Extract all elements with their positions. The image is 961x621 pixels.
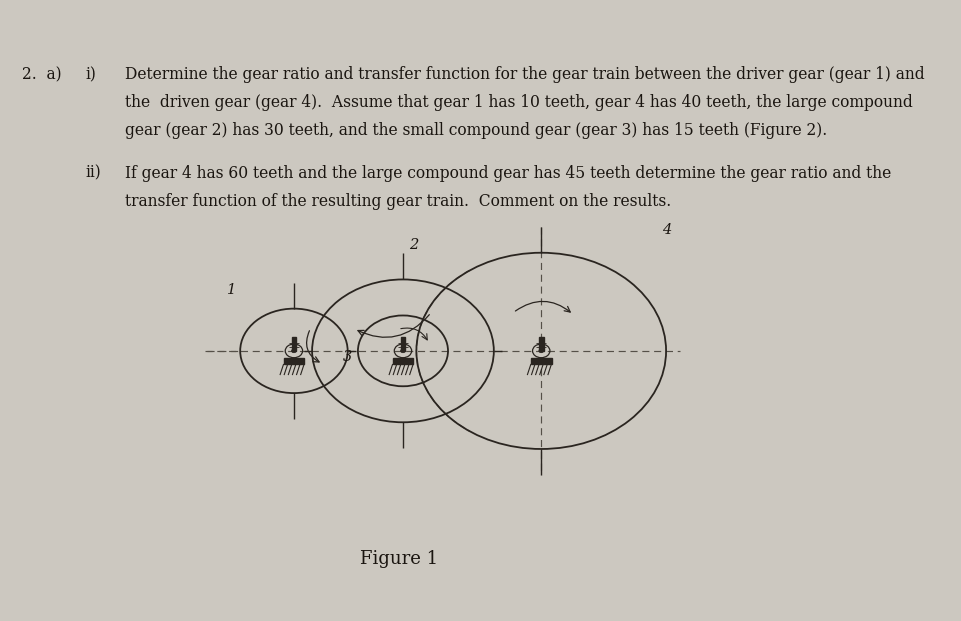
Text: Determine the gear ratio and transfer function for the gear train between the dr: Determine the gear ratio and transfer fu…: [125, 66, 924, 83]
Circle shape: [538, 349, 543, 353]
Circle shape: [291, 349, 296, 353]
Bar: [530, 358, 551, 364]
Text: 4: 4: [661, 223, 671, 237]
Text: 3: 3: [342, 350, 351, 364]
Bar: [283, 358, 304, 364]
Bar: [400, 337, 405, 351]
Text: ii): ii): [86, 165, 101, 181]
Bar: [291, 337, 296, 351]
Text: 2.  a): 2. a): [22, 66, 62, 83]
Bar: [538, 337, 543, 351]
Text: Figure 1: Figure 1: [359, 550, 437, 568]
Bar: [392, 358, 413, 364]
Text: If gear 4 has 60 teeth and the large compound gear has 45 teeth determine the ge: If gear 4 has 60 teeth and the large com…: [125, 165, 890, 181]
Text: 2: 2: [408, 238, 418, 252]
Text: gear (gear 2) has 30 teeth, and the small compound gear (gear 3) has 15 teeth (F: gear (gear 2) has 30 teeth, and the smal…: [125, 122, 826, 139]
Text: 1: 1: [227, 283, 236, 297]
Circle shape: [400, 349, 405, 353]
Text: i): i): [86, 66, 96, 83]
Text: the  driven gear (gear 4).  Assume that gear 1 has 10 teeth, gear 4 has 40 teeth: the driven gear (gear 4). Assume that ge…: [125, 94, 912, 111]
Text: transfer function of the resulting gear train.  Comment on the results.: transfer function of the resulting gear …: [125, 193, 671, 209]
